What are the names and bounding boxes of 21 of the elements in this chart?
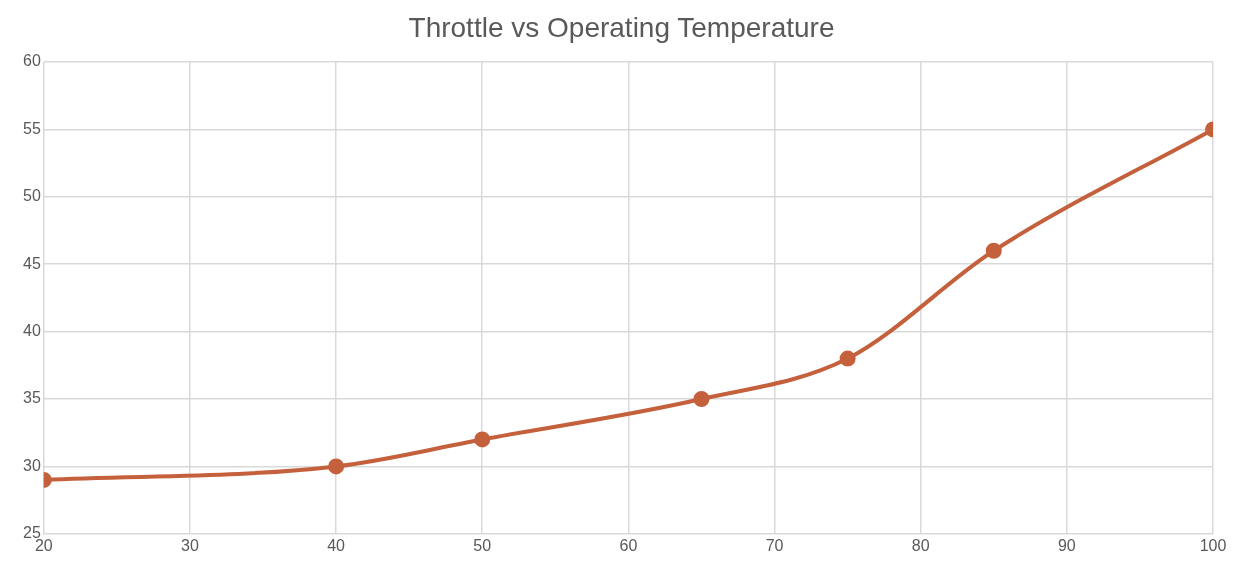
y-tick-label: 50 xyxy=(23,187,41,205)
point xyxy=(839,350,856,367)
y-tick-label: 40 xyxy=(23,322,41,340)
point xyxy=(693,391,710,407)
x-tick-label: 100 xyxy=(1199,536,1227,554)
x-tick-label: 40 xyxy=(327,536,346,554)
chart-title: Throttle vs Operating Temperature xyxy=(407,12,836,44)
x-tick-label: 80 xyxy=(911,536,930,554)
y-tick-label: 45 xyxy=(23,254,41,272)
x-tick-label: 60 xyxy=(619,536,638,554)
x-tick-label: 70 xyxy=(765,536,784,554)
x-tick-label: 90 xyxy=(1057,536,1076,554)
y-tick-label: 60 xyxy=(23,52,41,70)
y-tick-label: 55 xyxy=(23,119,41,137)
y-tick-label: 35 xyxy=(23,389,41,407)
x-tick-label: 30 xyxy=(181,536,199,554)
y-tick-label: 30 xyxy=(23,456,41,474)
x-tick-label: 50 xyxy=(473,536,492,554)
point xyxy=(474,431,491,448)
point xyxy=(328,458,345,475)
point xyxy=(985,242,1002,259)
